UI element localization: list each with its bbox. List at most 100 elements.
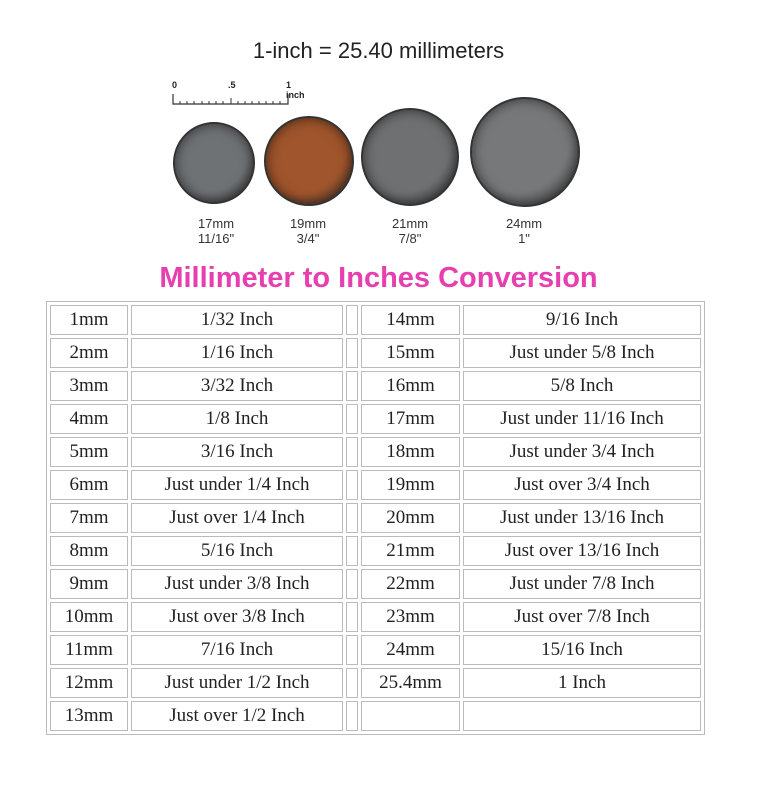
table-row: 2mm 1/16 Inch 15mm Just under 5/8 Inch bbox=[50, 338, 701, 368]
mm-cell: 5mm bbox=[50, 437, 128, 467]
mm-cell: 6mm bbox=[50, 470, 128, 500]
table-row: 7mm Just over 1/4 Inch 20mm Just under 13/1… bbox=[50, 503, 701, 533]
inch-cell bbox=[463, 701, 701, 731]
mm-cell: 24mm bbox=[361, 635, 460, 665]
mm-cell: 9mm bbox=[50, 569, 128, 599]
mm-cell: 14mm bbox=[361, 305, 460, 335]
coin-inch: 3/4" bbox=[296, 231, 320, 246]
table-row: 6mm Just under 1/4 Inch 19mm Just over 3/4 … bbox=[50, 470, 701, 500]
spacer-cell bbox=[346, 338, 358, 368]
table-row: 9mm Just under 3/8 Inch 22mm Just under 7/8… bbox=[50, 569, 701, 599]
page-title: 1-inch = 25.40 millimeters bbox=[252, 38, 505, 63]
conversion-title: Millimeter to Inches Conversion bbox=[159, 262, 598, 294]
coin-inch: 7/8" bbox=[398, 231, 422, 246]
mm-cell: 25.4mm bbox=[361, 668, 460, 698]
inch-cell: 3/16 Inch bbox=[131, 437, 343, 467]
mm-cell: 1mm bbox=[50, 305, 128, 335]
inch-cell: 1 Inch bbox=[463, 668, 701, 698]
spacer-cell bbox=[346, 404, 358, 434]
ruler-label-half: .5 bbox=[228, 80, 236, 90]
mm-cell: 11mm bbox=[50, 635, 128, 665]
mm-cell: 2mm bbox=[50, 338, 128, 368]
penny-coin bbox=[264, 116, 354, 206]
table-row: 4mm 1/8 Inch 17mm Just under 11/16 Inch bbox=[50, 404, 701, 434]
coin-mm: 24mm bbox=[505, 216, 543, 231]
inch-cell: 15/16 Inch bbox=[463, 635, 701, 665]
mm-cell: 12mm bbox=[50, 668, 128, 698]
inch-cell: 3/32 Inch bbox=[131, 371, 343, 401]
mm-cell: 23mm bbox=[361, 602, 460, 632]
spacer-cell bbox=[346, 701, 358, 731]
inch-cell: Just over 1/2 Inch bbox=[131, 701, 343, 731]
ruler-scale bbox=[172, 94, 289, 105]
nickel-coin bbox=[361, 108, 459, 206]
spacer-cell bbox=[346, 635, 358, 665]
table-row: 8mm 5/16 Inch 21mm Just over 13/16 Inch bbox=[50, 536, 701, 566]
inch-cell: Just over 1/4 Inch bbox=[131, 503, 343, 533]
spacer-cell bbox=[346, 668, 358, 698]
table-row: 1mm 1/32 Inch 14mm 9/16 Inch bbox=[50, 305, 701, 335]
inch-cell: Just over 13/16 Inch bbox=[463, 536, 701, 566]
spacer-cell bbox=[346, 371, 358, 401]
inch-cell: 7/16 Inch bbox=[131, 635, 343, 665]
inch-cell: Just over 3/8 Inch bbox=[131, 602, 343, 632]
table-row: 3mm 3/32 Inch 16mm 5/8 Inch bbox=[50, 371, 701, 401]
mm-cell: 16mm bbox=[361, 371, 460, 401]
ruler-label-0: 0 bbox=[172, 80, 178, 90]
inch-cell: Just under 1/4 Inch bbox=[131, 470, 343, 500]
inch-cell: 1/32 Inch bbox=[131, 305, 343, 335]
coin-label-dime: 17mm 11/16" bbox=[176, 216, 256, 246]
mm-cell: 21mm bbox=[361, 536, 460, 566]
coin-mm: 17mm bbox=[197, 216, 235, 231]
coin-inch: 11/16" bbox=[197, 231, 235, 246]
table-row: 13mm Just over 1/2 Inch bbox=[50, 701, 701, 731]
inch-cell: 5/8 Inch bbox=[463, 371, 701, 401]
inch-cell: Just under 5/8 Inch bbox=[463, 338, 701, 368]
mm-cell: 15mm bbox=[361, 338, 460, 368]
coin-label-nickel: 21mm 7/8" bbox=[370, 216, 450, 246]
mm-cell: 19mm bbox=[361, 470, 460, 500]
conversion-table: 1mm 1/32 Inch 14mm 9/16 Inch 2mm 1/16 Inch 15m… bbox=[46, 301, 705, 735]
table-row: 11mm 7/16 Inch 24mm 15/16 Inch bbox=[50, 635, 701, 665]
inch-cell: Just under 13/16 Inch bbox=[463, 503, 701, 533]
inch-cell: Just under 1/2 Inch bbox=[131, 668, 343, 698]
coin-mm: 19mm bbox=[289, 216, 327, 231]
coin-label-quarter: 24mm 1" bbox=[484, 216, 564, 246]
spacer-cell bbox=[346, 602, 358, 632]
spacer-cell bbox=[346, 569, 358, 599]
coin-label-penny: 19mm 3/4" bbox=[268, 216, 348, 246]
inch-cell: Just under 3/8 Inch bbox=[131, 569, 343, 599]
inch-ruler: 0 .5 1 inch bbox=[170, 80, 305, 110]
mm-cell: 4mm bbox=[50, 404, 128, 434]
inch-cell: Just under 11/16 Inch bbox=[463, 404, 701, 434]
mm-cell: 10mm bbox=[50, 602, 128, 632]
inch-cell: 1/16 Inch bbox=[131, 338, 343, 368]
spacer-cell bbox=[346, 305, 358, 335]
inch-cell: Just under 3/4 Inch bbox=[463, 437, 701, 467]
table-row: 5mm 3/16 Inch 18mm Just under 3/4 Inch bbox=[50, 437, 701, 467]
mm-cell: 13mm bbox=[50, 701, 128, 731]
spacer-cell bbox=[346, 470, 358, 500]
mm-cell: 7mm bbox=[50, 503, 128, 533]
dime-coin bbox=[173, 122, 255, 204]
mm-cell: 22mm bbox=[361, 569, 460, 599]
inch-cell: 5/16 Inch bbox=[131, 536, 343, 566]
mm-cell bbox=[361, 701, 460, 731]
inch-cell: 9/16 Inch bbox=[463, 305, 701, 335]
quarter-coin bbox=[470, 97, 580, 207]
mm-cell: 20mm bbox=[361, 503, 460, 533]
table-row: 10mm Just over 3/8 Inch 23mm Just over 7/8 … bbox=[50, 602, 701, 632]
spacer-cell bbox=[346, 536, 358, 566]
mm-cell: 18mm bbox=[361, 437, 460, 467]
spacer-cell bbox=[346, 503, 358, 533]
ruler-label-1: 1 inch bbox=[286, 80, 305, 100]
coin-inch: 1" bbox=[518, 231, 530, 246]
inch-cell: Just over 3/4 Inch bbox=[463, 470, 701, 500]
mm-cell: 8mm bbox=[50, 536, 128, 566]
coin-mm: 21mm bbox=[391, 216, 429, 231]
inch-cell: Just over 7/8 Inch bbox=[463, 602, 701, 632]
spacer-cell bbox=[346, 437, 358, 467]
mm-cell: 3mm bbox=[50, 371, 128, 401]
inch-cell: 1/8 Inch bbox=[131, 404, 343, 434]
table-row: 12mm Just under 1/2 Inch 25.4mm 1 Inch bbox=[50, 668, 701, 698]
